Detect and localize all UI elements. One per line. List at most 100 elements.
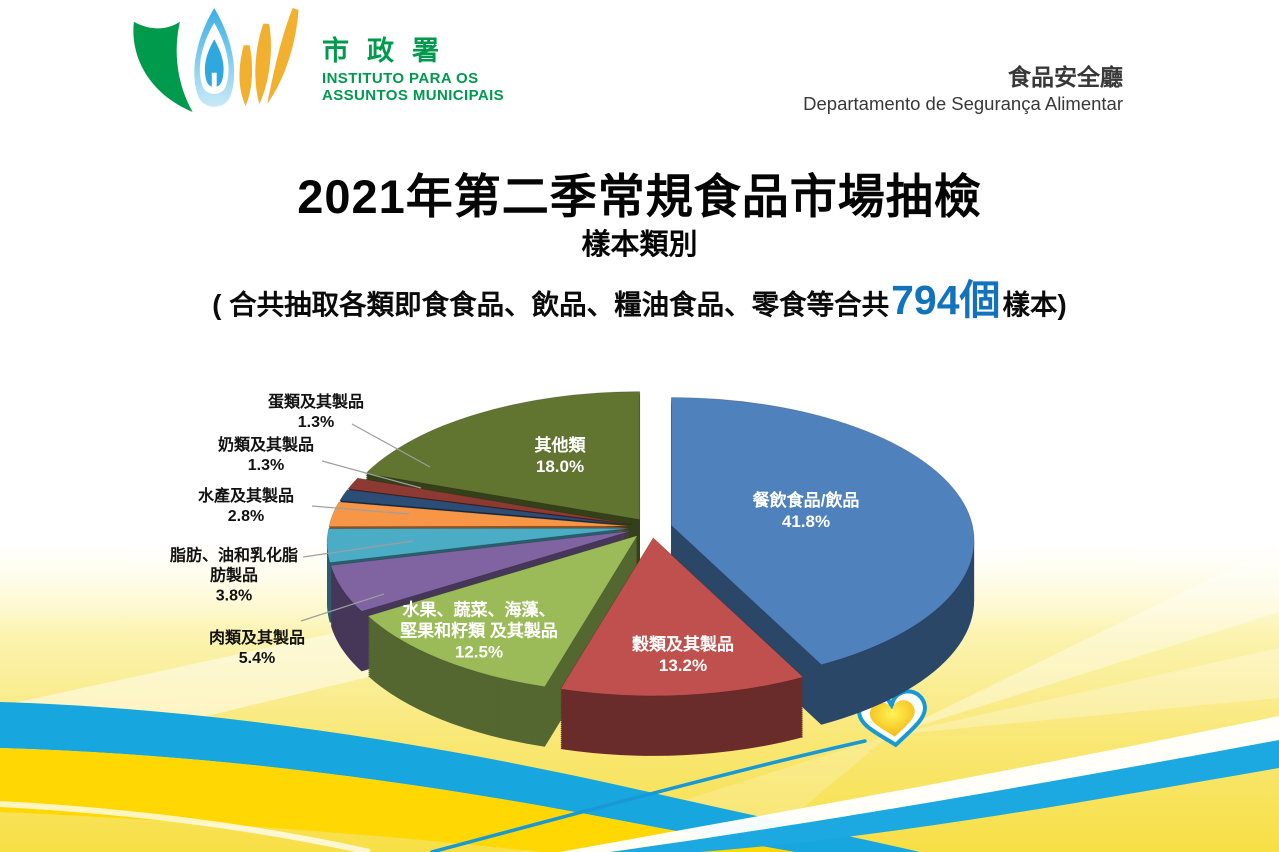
pie-slice-side-2 bbox=[368, 539, 638, 691]
pie-slice-side-1 bbox=[560, 555, 804, 714]
logo-org-zh: 市政署 bbox=[322, 36, 457, 66]
pie-slice-side-5 bbox=[329, 537, 631, 563]
slice-label-line: 穀類及其製品 bbox=[632, 634, 734, 654]
pie-slice-side-4 bbox=[327, 550, 630, 585]
pie-slice-side-8 bbox=[365, 437, 640, 566]
pie-slice-side-7 bbox=[348, 500, 632, 547]
logo-yellow-petal-3 bbox=[267, 8, 299, 105]
pie-slice-side-3 bbox=[330, 545, 631, 626]
pie-slice-side-3 bbox=[330, 537, 631, 618]
pie-slice-side-2 bbox=[368, 593, 638, 745]
pie-slice-side-3 bbox=[330, 569, 631, 650]
pie-slice-side-0 bbox=[671, 437, 975, 705]
pie-slice-side-6 bbox=[339, 529, 632, 565]
pie-slice-side-6 bbox=[339, 499, 632, 535]
pie-slice-side-1 bbox=[560, 591, 804, 750]
light-ray-right-1 bbox=[890, 545, 1279, 735]
pie-slice-side-1 bbox=[560, 539, 804, 698]
pie-slice-side-6 bbox=[339, 507, 632, 543]
slice-label-line: 41.8% bbox=[781, 512, 831, 531]
pie-slice-side-8 bbox=[365, 413, 640, 542]
pie-slice-side-1 bbox=[560, 569, 804, 728]
sample-note: ( 合共抽取各類即食食品、飲品、糧油食品、零食等合共 794個 樣本) bbox=[0, 266, 1279, 326]
logo-green-petal bbox=[133, 21, 193, 112]
pie-slice-side-4 bbox=[327, 538, 630, 573]
pie-slice-side-6 bbox=[339, 495, 632, 531]
leader-line-1 bbox=[321, 460, 422, 489]
pie-slice-side-1 bbox=[560, 543, 804, 702]
pie-slice-side-8 bbox=[365, 431, 640, 560]
iam-logo bbox=[133, 8, 299, 112]
logo-org-pt-line2: ASSUNTOS MUNICIPAIS bbox=[322, 87, 505, 104]
pie-slice-side-7 bbox=[348, 528, 632, 575]
pie-slice-side-5 bbox=[329, 543, 631, 569]
pie-slice-side-3 bbox=[330, 551, 631, 632]
pie-slice-side-3 bbox=[330, 561, 631, 642]
pie-slice-side-2 bbox=[368, 577, 638, 729]
pie-slice-side-0 bbox=[671, 447, 975, 715]
pie-slice-side-3 bbox=[330, 553, 631, 634]
pie-slice-side-0 bbox=[671, 411, 975, 679]
pie-slice-side-0 bbox=[671, 441, 975, 709]
pie-slice-side-0 bbox=[671, 409, 975, 677]
pie-slice-side-0 bbox=[671, 449, 975, 717]
pie-slice-side-0 bbox=[671, 433, 975, 701]
slice-label-line: 18.0% bbox=[535, 457, 585, 476]
slice-label-7: 蛋類及其製品 1.3% bbox=[268, 393, 364, 433]
logo-wordmark: 市政署 INSTITUTO PARA OS ASSUNTOS MUNICIPAI… bbox=[322, 36, 505, 104]
pie-slice-side-5 bbox=[329, 519, 631, 545]
pie-slice-side-8 bbox=[365, 409, 640, 538]
slice-label-8: 其他類 18.0% bbox=[535, 435, 586, 477]
slice-label-line: 堅果和籽類 及其製品 bbox=[400, 621, 558, 641]
pie-slice-side-5 bbox=[329, 509, 631, 535]
pie-slice-side-8 bbox=[365, 415, 640, 544]
pie-slice-side-7 bbox=[348, 504, 632, 551]
pie-slice-side-5 bbox=[329, 505, 631, 531]
pie-slice-side-8 bbox=[365, 399, 640, 528]
pie-slice-side-6 bbox=[339, 521, 632, 557]
pie-slice-side-8 bbox=[365, 401, 640, 530]
pie-slice-side-2 bbox=[368, 587, 638, 739]
pie-slice-side-6 bbox=[339, 509, 632, 545]
pie-slice-side-2 bbox=[368, 547, 638, 699]
pie-slice-side-1 bbox=[560, 587, 804, 746]
slice-label-line: 3.8% bbox=[215, 586, 253, 604]
logo-yellow-petal-1 bbox=[239, 45, 253, 107]
slice-label-line: 肪製品 bbox=[209, 567, 259, 585]
pie-slice-side-6 bbox=[339, 543, 632, 579]
pie-slice-side-7 bbox=[348, 484, 632, 531]
pie-slice-side-2 bbox=[368, 571, 638, 723]
pie-slice-side-5 bbox=[329, 529, 631, 555]
pie-slice-side-3 bbox=[330, 535, 631, 616]
logo-bud-drop bbox=[204, 39, 224, 88]
pie-slice-side-2 bbox=[368, 561, 638, 713]
pie-slice-side-8 bbox=[365, 445, 640, 574]
pie-slice-side-4 bbox=[327, 556, 630, 591]
pie-slice-side-1 bbox=[560, 547, 804, 706]
slice-label-line: 5.4% bbox=[238, 650, 276, 667]
pie-slice-side-4 bbox=[327, 534, 630, 569]
pie-slice-side-6 bbox=[339, 525, 632, 561]
department-block: 食品安全廳 Departamento de Segurança Alimenta… bbox=[803, 64, 1123, 115]
pie-slice-side-2 bbox=[368, 541, 638, 693]
pie-slice-side-3 bbox=[330, 577, 631, 658]
pie-slice-side-0 bbox=[671, 407, 975, 675]
pie-slice-side-8 bbox=[365, 393, 640, 522]
pie-slice-side-0 bbox=[671, 401, 975, 669]
pie-slice-side-0 bbox=[671, 425, 975, 693]
pie-slice-side-1 bbox=[560, 551, 804, 710]
pie-slice-side-3 bbox=[330, 565, 631, 646]
pie-slice-side-1 bbox=[560, 545, 804, 704]
pie-slice-side-4 bbox=[327, 574, 630, 609]
pie-slice-side-4 bbox=[327, 548, 630, 583]
white-wave-right bbox=[560, 716, 1279, 852]
pie-slice-side-4 bbox=[327, 560, 630, 595]
pie-slice-side-6 bbox=[339, 493, 632, 529]
pie-slice-side-6 bbox=[339, 549, 632, 585]
sample-note-suffix: 樣本) bbox=[1002, 289, 1067, 320]
pie-slice-side-6 bbox=[339, 517, 632, 553]
pie-slice-side-4 bbox=[327, 576, 630, 611]
pie-slice-side-7 bbox=[348, 486, 632, 533]
light-ray-down bbox=[520, 735, 890, 852]
